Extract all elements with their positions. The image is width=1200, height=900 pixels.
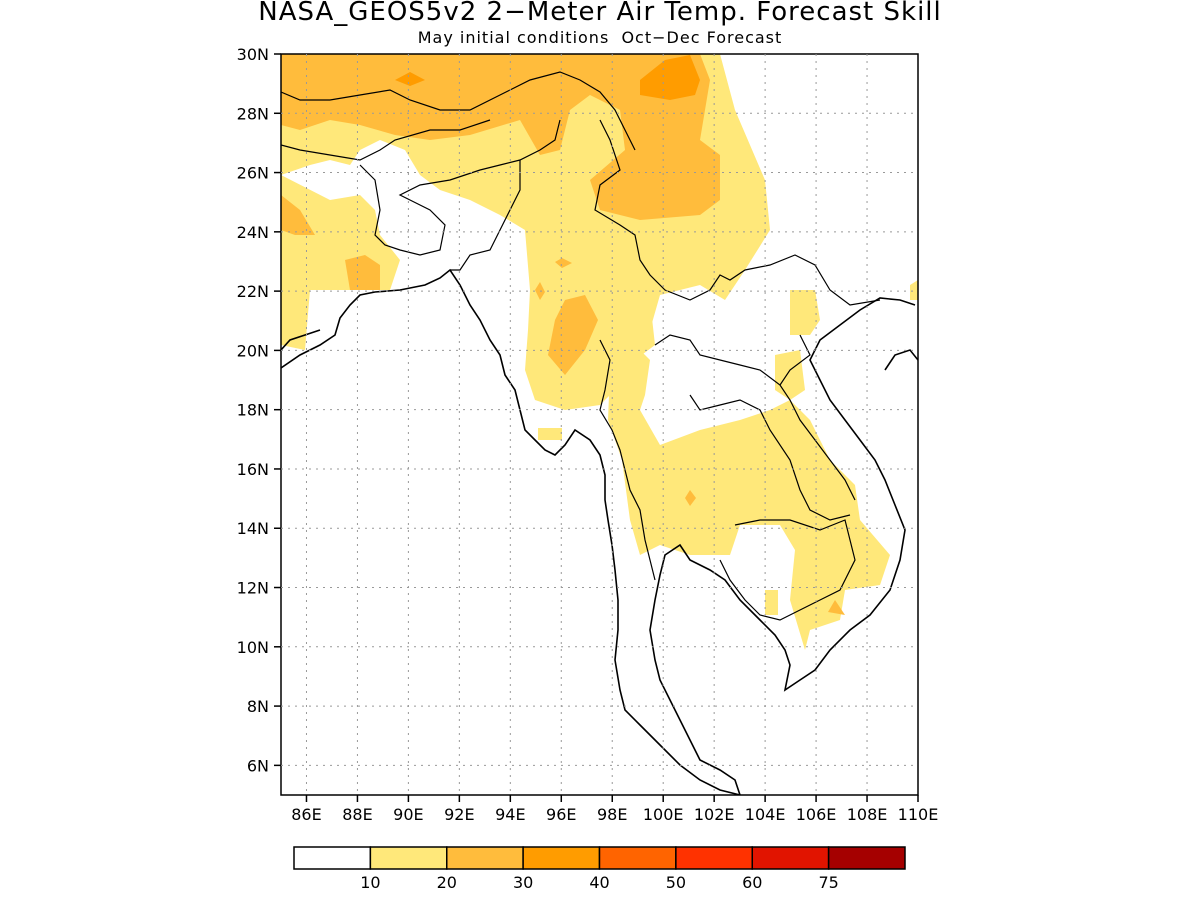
tick-marks [274,53,919,802]
country-borders [281,71,881,621]
coastlines [281,268,918,795]
lon-tick-label: 88E [342,805,372,824]
skill-region-orange-myanmar [548,295,598,375]
lat-tick-label: 14N [237,519,269,538]
legend-swatch [522,846,601,870]
skill-region-orange-dot4 [828,600,845,615]
lon-tick-labels: 86E 88E 90E 92E 94E 96E 98E 100E 102E 104E 106E 108… [291,805,938,824]
lat-tick-label: 6N [247,756,269,775]
legend-label: 50 [666,873,686,892]
lon-tick-label: 98E [597,805,627,824]
lon-tick-label: 106E [796,805,837,824]
border-laos [654,334,856,501]
lat-tick-label: 16N [237,460,269,479]
skill-region-east-strip-2 [775,350,805,400]
legend-label: 75 [818,873,838,892]
border-himalaya [281,71,636,151]
gridlines [281,54,918,795]
skill-region-dark-orange-2 [395,72,425,86]
skill-region-south-bit [765,590,778,615]
lat-tick-label: 18N [237,401,269,420]
border-vietnam-laos [779,334,811,386]
lon-tick-label: 96E [546,805,576,824]
legend-label: 20 [437,873,457,892]
skill-region-edge-patch [910,280,918,300]
coast-bay-bengal-north [281,329,321,351]
lat-tick-label: 28N [237,104,269,123]
border-thailand-laos [689,394,851,521]
legend-colorbar: 10 20 30 40 50 60 75 [293,846,906,892]
lon-tick-label: 104E [745,805,786,824]
coast-gulf-thailand [649,297,916,795]
skill-region-orange-dot1 [555,258,572,268]
lat-tick-label: 20N [237,341,269,360]
skill-region-west [281,175,400,350]
lon-tick-label: 102E [694,805,735,824]
skill-region-orange-north [281,54,720,220]
border-myanmar-india [450,160,521,271]
lon-tick-label: 90E [393,805,423,824]
lon-tick-label: 94E [495,805,525,824]
lon-tick-label: 108E [847,805,888,824]
map-subtitle: May initial conditions Oct−Dec Forecast [417,28,783,47]
legend-swatch [675,846,753,870]
lat-tick-label: 8N [247,697,269,716]
lat-tick-labels: 30N 28N 26N 24N 22N 20N 18N 16N 14N 12N 10N 8N 6N [237,45,269,775]
legend-label: 40 [589,873,609,892]
lat-tick-label: 26N [237,164,269,183]
map-title: NASA_GEOS5v2 2−Meter Air Temp. Forecast … [258,0,942,27]
legend-swatch [827,846,906,870]
lat-tick-label: 24N [237,223,269,242]
lon-tick-label: 92E [444,805,474,824]
lat-tick-label: 10N [237,638,269,657]
border-nepal-india [281,119,491,161]
skill-region-orange-ganges [345,255,380,290]
lat-tick-label: 12N [237,579,269,598]
skill-region-east-strip [790,290,820,335]
border-cambodia [719,519,856,621]
skill-region-orange-dot3 [685,490,696,506]
skill-region-orange-west [281,195,315,235]
skill-shading [281,54,918,650]
coast-india-east [281,268,741,795]
legend-swatch [369,846,448,870]
plot-frame [280,53,919,796]
lat-tick-label: 22N [237,282,269,301]
lat-tick-label: 30N [237,45,269,64]
legend-swatch [446,846,524,870]
skill-region-small-patch [538,428,562,440]
border-bangladesh [359,119,561,256]
lon-tick-label: 86E [291,805,321,824]
skill-region-dark-orange [640,55,700,100]
legend-swatch [293,846,372,870]
coast-hainan [884,349,918,371]
lon-tick-label: 100E [643,805,684,824]
border-thailand-myanmar [599,339,656,581]
legend-label: 60 [742,873,762,892]
legend-swatch [751,846,830,870]
legend-label: 30 [513,873,533,892]
legend-label: 10 [360,873,380,892]
lon-tick-label: 110E [898,805,939,824]
legend-swatch [598,846,677,870]
border-myanmar-china [594,119,881,306]
skill-region-thai-lao [608,350,890,650]
